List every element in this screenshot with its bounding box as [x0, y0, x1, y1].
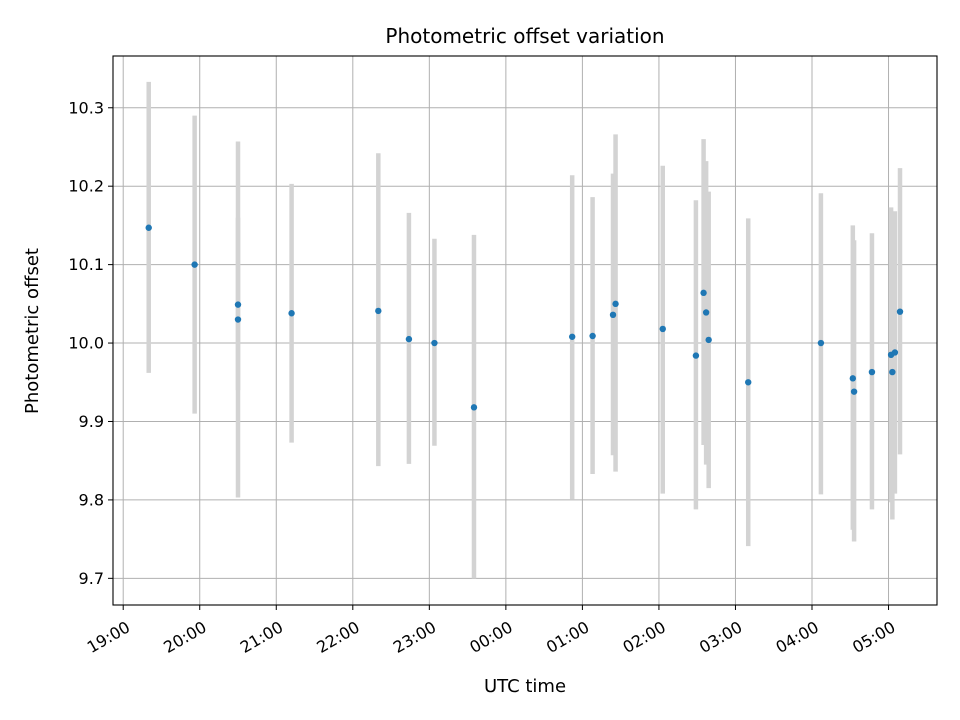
- data-point: [891, 349, 899, 356]
- data-point: [692, 352, 700, 359]
- data-point: [612, 300, 619, 308]
- y-tick-label: 9.8: [79, 490, 104, 509]
- data-points: [145, 224, 904, 411]
- data-point: [705, 336, 712, 344]
- y-tick-label: 10.3: [68, 98, 104, 117]
- data-point: [745, 379, 752, 386]
- data-point: [288, 310, 295, 317]
- data-point: [896, 308, 904, 315]
- data-point: [817, 339, 825, 347]
- plot-frame: [112, 55, 938, 606]
- y-tick-label: 10.1: [68, 255, 104, 274]
- data-point: [568, 333, 576, 340]
- data-point: [470, 404, 478, 411]
- data-point: [702, 309, 710, 316]
- y-tick-label: 9.9: [79, 412, 104, 431]
- data-point: [589, 332, 596, 340]
- data-point: [405, 335, 413, 343]
- data-point: [234, 301, 242, 308]
- y-tick-label: 9.7: [79, 569, 104, 588]
- data-point: [145, 224, 152, 231]
- data-point: [234, 316, 242, 323]
- data-point: [850, 388, 858, 395]
- chart-title: Photometric offset variation: [385, 24, 664, 48]
- data-point: [375, 307, 382, 315]
- data-point: [868, 368, 876, 376]
- data-point: [191, 261, 198, 268]
- grid: [113, 56, 937, 605]
- x-axis-title: UTC time: [484, 676, 566, 697]
- data-point: [849, 375, 857, 382]
- data-point: [609, 311, 617, 319]
- data-point: [431, 339, 438, 347]
- data-point: [700, 289, 707, 297]
- data-point: [659, 325, 666, 333]
- y-axis-title: Photometric offset: [22, 248, 43, 414]
- y-tick-label: 10.2: [68, 177, 104, 196]
- y-axis-ticks: 9.7 9.8 9.9 10.0 10.1 10.2 10.3: [68, 98, 113, 588]
- y-tick-label: 10.0: [68, 334, 104, 353]
- data-point: [889, 368, 896, 376]
